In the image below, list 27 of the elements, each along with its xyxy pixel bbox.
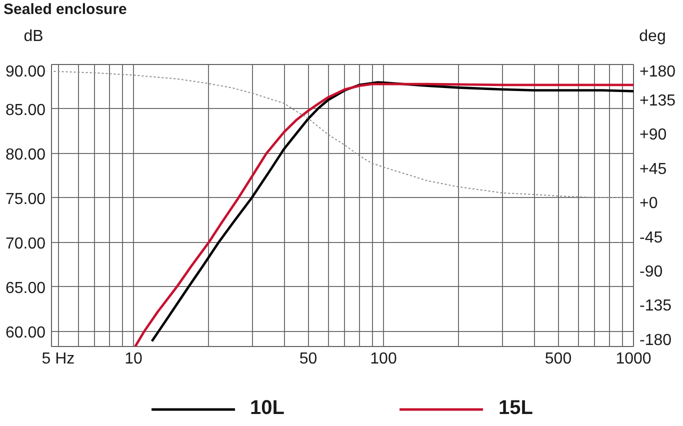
y-tick-label: 90.00 [5, 64, 46, 80]
y2-tick-label: -180 [640, 332, 672, 349]
y2-tick-label: -45 [640, 229, 663, 246]
y2-tick-label: +135 [640, 92, 676, 110]
y-tick-label: 60.00 [5, 324, 46, 342]
chart-title: Sealed enclosure [4, 1, 127, 18]
y2-tick-label: -90 [640, 263, 663, 280]
x-tick-label: 10 [124, 350, 142, 368]
x-tick-label: 1000 [616, 350, 652, 368]
x-tick-label: 50 [299, 350, 318, 368]
legend-label: 15L [498, 397, 533, 420]
x-tick-label: 5 Hz [42, 350, 75, 368]
y2-axis-title: deg [639, 28, 666, 45]
y-tick-label: 85.00 [5, 102, 46, 119]
y2-tick-label: +180 [640, 64, 676, 80]
y-tick-label: 75.00 [5, 190, 46, 208]
y-tick-label: 80.00 [5, 146, 46, 164]
y2-tick-label: -135 [640, 298, 672, 315]
y2-tick-label: +0 [640, 195, 658, 212]
y2-tick-label: +90 [640, 126, 667, 144]
legend-label: 10L [250, 397, 284, 420]
x-tick-label: 500 [544, 350, 572, 368]
y2-tick-label: +45 [640, 160, 667, 178]
y-tick-label: 70.00 [5, 235, 46, 252]
x-tick-label: 100 [370, 350, 397, 368]
y-axis-title: dB [24, 28, 44, 45]
y-tick-label: 65.00 [5, 280, 46, 297]
